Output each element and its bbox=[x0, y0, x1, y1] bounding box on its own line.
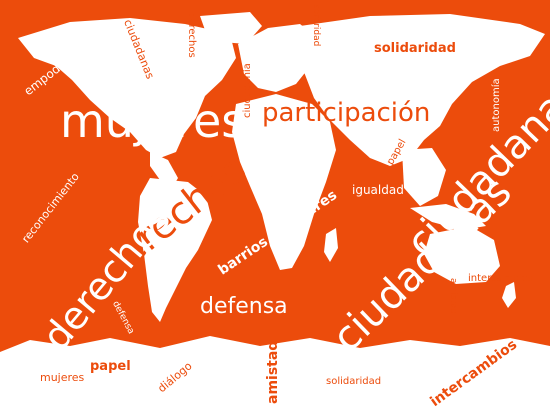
word-mujeres-big: mujeres bbox=[60, 94, 246, 148]
africa-landmass bbox=[232, 94, 336, 270]
new-zealand-landmass bbox=[502, 282, 516, 308]
word-solidaridad-bottom: solidaridad bbox=[326, 376, 382, 387]
word-sororidad: sororidad bbox=[311, 4, 321, 47]
word-igualdad: igualdad bbox=[352, 183, 404, 197]
madagascar-landmass bbox=[324, 228, 338, 262]
word-derechos-top: derechos bbox=[186, 12, 197, 58]
bottom-white-band bbox=[0, 352, 550, 413]
australia-landmass bbox=[424, 226, 500, 284]
word-papel-bottom: papel bbox=[90, 359, 131, 374]
indochina-landmass bbox=[402, 148, 446, 206]
indonesia-landmass bbox=[410, 204, 486, 230]
word-autonomia: autonomía bbox=[491, 78, 502, 132]
antarctica-edge bbox=[0, 336, 550, 356]
europe-landmass bbox=[238, 24, 320, 92]
word-defensa-big: defensa bbox=[200, 294, 288, 319]
word-solidaridad-top: solidaridad bbox=[374, 41, 456, 56]
word-mujeres-bottom: mujeres bbox=[40, 371, 85, 384]
word-amistad-small: amistad bbox=[448, 278, 458, 315]
south-america-landmass bbox=[138, 178, 212, 322]
asia-landmass bbox=[300, 14, 545, 166]
word-amistad-bottom: amistad bbox=[265, 340, 281, 404]
central-america-landmass bbox=[150, 152, 178, 188]
word-intercambios-small: intercambios bbox=[468, 273, 533, 284]
north-america-landmass bbox=[18, 18, 236, 158]
word-participacion: participación bbox=[262, 98, 431, 128]
greenland-landmass bbox=[200, 12, 262, 44]
